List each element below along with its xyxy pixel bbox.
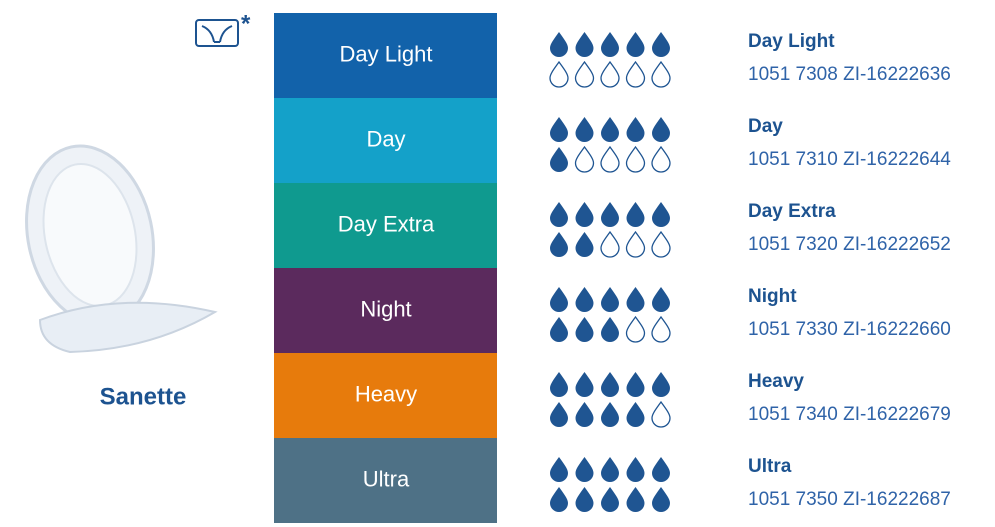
- variant-name: Day Light: [748, 31, 835, 52]
- article-code: 1051 7310 ZI-16222644: [748, 149, 951, 170]
- absorbency-drop: [601, 117, 619, 142]
- variant-name: Ultra: [748, 456, 792, 477]
- absorbency-drop: [550, 372, 568, 397]
- absorbency-drop: [652, 62, 670, 87]
- absorbency-drop: [550, 32, 568, 57]
- variant-name: Day Extra: [748, 201, 836, 222]
- category-label: Day Extra: [338, 211, 435, 236]
- absorbency-drop: [601, 287, 619, 312]
- article-code: 1051 7350 ZI-16222687: [748, 489, 951, 510]
- article-code: 1051 7330 ZI-16222660: [748, 319, 951, 340]
- article-code: 1051 7320 ZI-16222652: [748, 234, 951, 255]
- absorbency-drop: [627, 32, 645, 57]
- absorbency-drop: [576, 457, 594, 482]
- category-label: Night: [360, 296, 411, 321]
- absorbency-drop: [652, 32, 670, 57]
- absorbency-drop: [576, 147, 594, 172]
- absorbency-drop: [550, 147, 568, 172]
- category-label: Day: [366, 126, 405, 151]
- absorbency-drop: [652, 372, 670, 397]
- variant-name: Heavy: [748, 371, 804, 392]
- absorbency-drop: [652, 147, 670, 172]
- absorbency-drop: [601, 372, 619, 397]
- absorbency-drop: [627, 62, 645, 87]
- absorbency-drop: [627, 457, 645, 482]
- variant-name: Day: [748, 116, 783, 137]
- absorbency-drop: [627, 147, 645, 172]
- absorbency-drop: [627, 317, 645, 342]
- absorbency-drop: [576, 487, 594, 512]
- category-label: Heavy: [355, 381, 417, 406]
- absorbency-drop: [576, 232, 594, 257]
- absorbency-drop: [550, 232, 568, 257]
- absorbency-drop: [627, 402, 645, 427]
- absorbency-drop: [550, 457, 568, 482]
- absorbency-drop: [601, 402, 619, 427]
- absorbency-drop: [576, 117, 594, 142]
- absorbency-drop: [601, 147, 619, 172]
- absorbency-drop: [576, 62, 594, 87]
- absorbency-drop: [576, 287, 594, 312]
- absorbency-drop: [550, 317, 568, 342]
- absorbency-drop: [550, 287, 568, 312]
- absorbency-drop: [652, 317, 670, 342]
- absorbency-drop: [652, 287, 670, 312]
- absorbency-drop: [576, 372, 594, 397]
- absorbency-drop: [652, 117, 670, 142]
- absorbency-drop: [601, 487, 619, 512]
- article-code: 1051 7308 ZI-16222636: [748, 64, 951, 85]
- absorbency-drop: [652, 402, 670, 427]
- absorbency-drop: [652, 232, 670, 257]
- absorbency-drop: [576, 202, 594, 227]
- absorbency-drop: [652, 202, 670, 227]
- footnote-mark: *: [241, 10, 251, 37]
- absorbency-drop: [601, 232, 619, 257]
- product-image: [11, 134, 215, 352]
- absorbency-drop: [601, 457, 619, 482]
- absorbency-drop: [550, 487, 568, 512]
- category-label: Day Light: [340, 41, 433, 66]
- variant-name: Night: [748, 286, 797, 307]
- absorbency-drop: [601, 202, 619, 227]
- absorbency-drop: [601, 32, 619, 57]
- absorbency-drop: [550, 117, 568, 142]
- absorbency-drop: [550, 402, 568, 427]
- article-code: 1051 7340 ZI-16222679: [748, 404, 951, 425]
- product-name: Sanette: [100, 383, 187, 410]
- absorbency-drop: [627, 287, 645, 312]
- absorbency-drop: [627, 202, 645, 227]
- product-table: Sanette * Day Light Day Light 1051 7308 ZI…: [0, 0, 995, 527]
- absorbency-drop: [601, 317, 619, 342]
- absorbency-drop: [627, 117, 645, 142]
- absorbency-drop: [550, 202, 568, 227]
- underwear-icon: [196, 20, 238, 46]
- absorbency-drop: [627, 372, 645, 397]
- absorbency-drop: [601, 62, 619, 87]
- category-label: Ultra: [363, 466, 410, 491]
- absorbency-drop: [576, 402, 594, 427]
- absorbency-drop: [627, 487, 645, 512]
- absorbency-drop: [652, 487, 670, 512]
- absorbency-drop: [652, 457, 670, 482]
- absorbency-drop: [627, 232, 645, 257]
- absorbency-drop: [576, 32, 594, 57]
- absorbency-drop: [550, 62, 568, 87]
- absorbency-drop: [576, 317, 594, 342]
